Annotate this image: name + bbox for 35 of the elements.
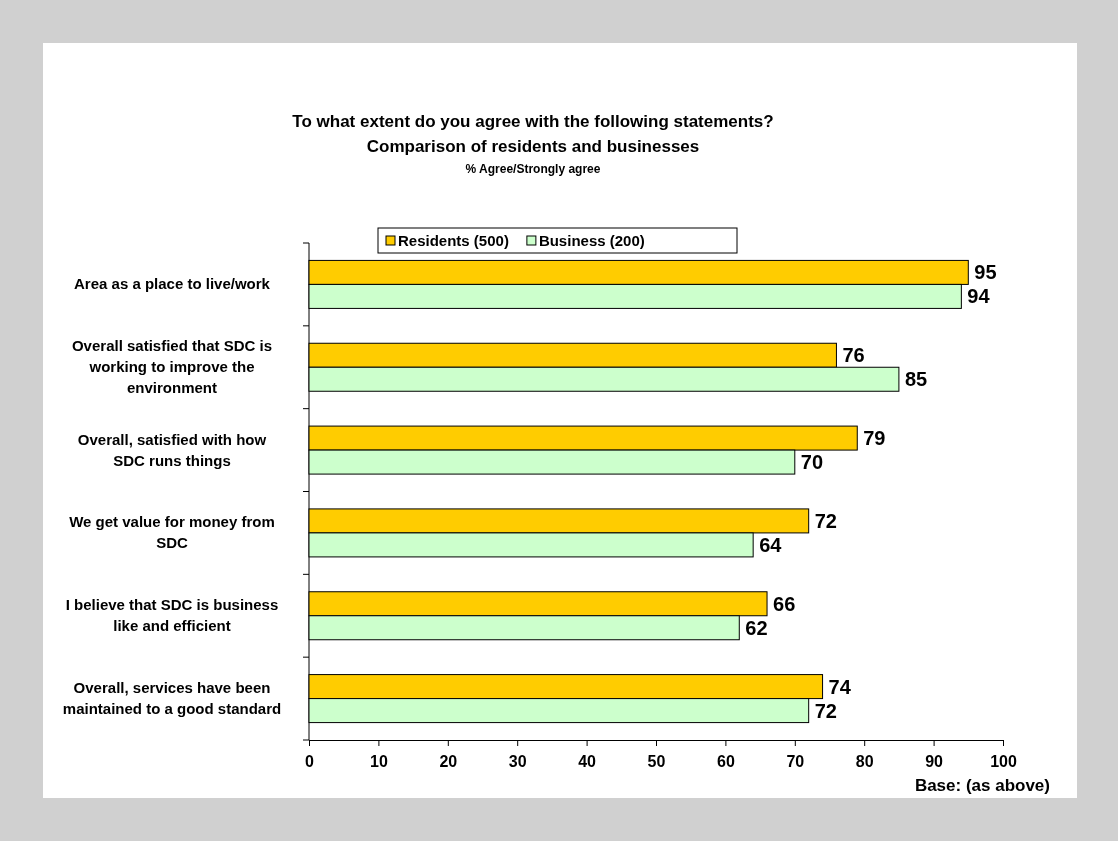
x-tick-label: 60 <box>717 752 735 770</box>
data-label: 74 <box>828 675 852 698</box>
data-label: 85 <box>904 368 928 391</box>
x-tick-label: 90 <box>925 752 944 770</box>
legend-label: Residents (500) <box>398 232 509 249</box>
x-tick-label: 10 <box>370 752 388 770</box>
data-label: 76 <box>842 344 865 367</box>
x-tick-label: 20 <box>439 752 458 770</box>
data-label: 66 <box>773 592 796 615</box>
x-tick-label: 40 <box>578 752 597 770</box>
y-tick-label: Overall, satisfied with how SDC runs things <box>77 430 267 469</box>
x-tick-label: 30 <box>508 752 527 770</box>
y-tick-label: We get value for money from SDC <box>69 513 275 552</box>
text: % Agree/Strongly agree <box>465 162 601 176</box>
data-label: 70 <box>800 451 824 474</box>
data-label: 79 <box>863 427 886 450</box>
x-tick-label: 80 <box>855 752 874 770</box>
y-tick-label: Area as a place to live/work <box>74 275 271 293</box>
x-tick-label: 70 <box>786 752 805 770</box>
y-tick-label: Overall satisfied that SDC is working to improve the environment <box>71 337 273 397</box>
x-tick-label: 50 <box>647 752 666 770</box>
data-label: 72 <box>814 509 837 532</box>
data-label: 62 <box>745 616 768 639</box>
chart-title: To what extent do you agree with the following statements? <box>292 112 774 131</box>
y-tick-label: I believe that SDC is business like and efficient <box>65 596 279 635</box>
legend-label: Business (200) <box>538 232 645 249</box>
data-label: 64 <box>759 533 783 556</box>
y-tick-label: Overall, services have been maintained to a good standard <box>62 679 282 718</box>
text: Base: (as above) <box>914 776 1050 795</box>
chart-subtitle: Comparison of residents and businesses <box>366 137 700 156</box>
x-tick-label: 0 <box>305 752 315 770</box>
data-label: 95 <box>974 261 997 284</box>
data-label: 94 <box>967 285 991 308</box>
x-tick-label: 100 <box>990 752 1017 770</box>
data-label: 72 <box>814 699 837 722</box>
